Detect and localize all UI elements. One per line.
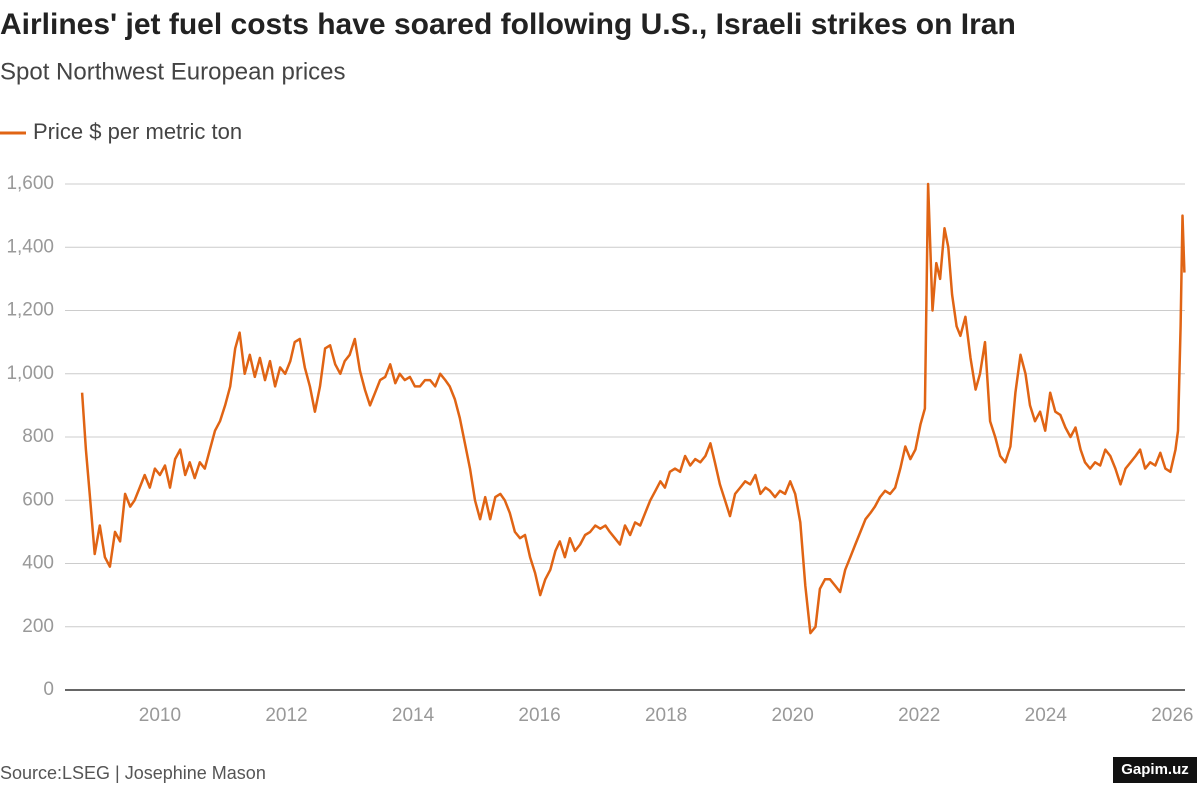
y-tick-label: 600 [22, 489, 54, 510]
y-tick-label: 1,000 [6, 363, 54, 384]
x-tick-label: 2016 [518, 705, 560, 726]
source: Source:LSEG | Josephine Mason [0, 763, 266, 783]
x-tick-label: 2024 [1025, 705, 1068, 726]
x-tick-label: 2010 [139, 705, 181, 726]
x-tick-label: 2020 [772, 705, 814, 726]
x-tick-label: 2014 [392, 705, 435, 726]
watermark-box [1113, 757, 1197, 783]
x-tick-label: 2018 [645, 705, 687, 726]
y-tick-label: 0 [43, 679, 54, 700]
chart-subtitle: Spot Northwest European prices [0, 58, 346, 85]
y-tick-label: 1,400 [6, 236, 54, 257]
price-line [80, 182, 1186, 635]
y-tick-label: 800 [22, 426, 54, 447]
chart-title: Airlines' jet fuel costs have soared fol… [0, 8, 1016, 41]
x-tick-label: 2012 [265, 705, 307, 726]
y-tick-label: 400 [22, 553, 54, 574]
x-tick-label: 2026 [1151, 705, 1193, 726]
x-tick-label: 2022 [898, 705, 940, 726]
watermark: Gapim.uz [1121, 761, 1189, 778]
legend-label: Price $ per metric ton [33, 119, 242, 144]
y-tick-label: 1,600 [6, 173, 54, 194]
y-tick-label: 200 [22, 616, 54, 637]
y-tick-label: 1,200 [6, 300, 54, 321]
